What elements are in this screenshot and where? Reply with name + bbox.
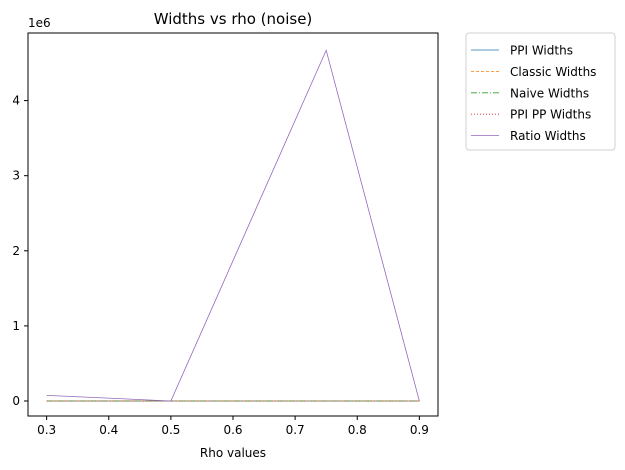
x-tick-label: 0.8 xyxy=(348,423,367,437)
y-tick-label: 3 xyxy=(12,169,20,183)
y-tick-label: 1 xyxy=(12,319,20,333)
x-tick-label: 0.3 xyxy=(37,423,56,437)
legend-label-5: Ratio Widths xyxy=(510,129,586,143)
legend-box xyxy=(465,32,616,151)
y-axis-offset-label: 1e6 xyxy=(28,16,51,30)
chart-title: Widths vs rho (noise) xyxy=(154,10,313,28)
legend-label-2: Classic Widths xyxy=(510,65,596,79)
y-tick-label: 2 xyxy=(12,244,20,258)
x-tick-label: 0.4 xyxy=(99,423,118,437)
x-tick-label: 0.7 xyxy=(286,423,305,437)
y-tick-label: 4 xyxy=(12,94,20,108)
x-tick-label: 0.5 xyxy=(161,423,180,437)
x-axis-label: Rho values xyxy=(200,446,266,460)
legend: PPI Widths Classic Widths Naive Widths PPI … xyxy=(465,32,616,151)
y-axis-ticks: 0 1 2 3 4 xyxy=(12,94,28,408)
x-tick-label: 0.9 xyxy=(410,423,429,437)
legend-label-4: PPI PP Widths xyxy=(510,108,591,122)
legend-label-1: PPI Widths xyxy=(510,44,573,58)
legend-label-3: Naive Widths xyxy=(510,86,589,100)
series-line-5 xyxy=(46,49,420,402)
x-axis-ticks: 0.3 0.4 0.5 0.6 0.7 0.8 0.9 xyxy=(37,416,429,437)
x-tick-label: 0.6 xyxy=(223,423,242,437)
plot-frame xyxy=(27,32,439,417)
y-tick-label: 0 xyxy=(12,394,20,408)
plot-lines xyxy=(46,49,420,402)
